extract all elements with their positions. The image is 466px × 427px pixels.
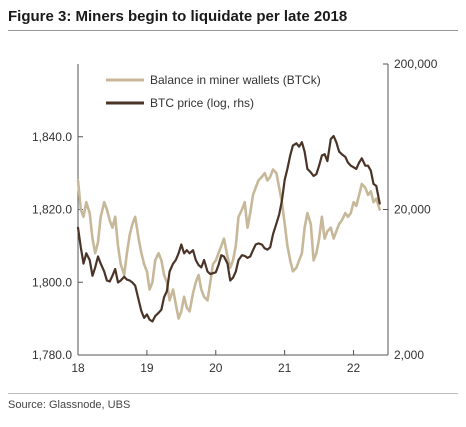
legend-label-balance: Balance in miner wallets (BTCk) <box>150 73 321 87</box>
series-line-balance <box>76 168 382 320</box>
source-divider <box>8 393 458 394</box>
title-divider <box>8 30 458 31</box>
y-right-tick-label: 20,000 <box>394 203 431 217</box>
chart-axes: 1,780.0 1,800.0 1,820.0 1,840.0 2,000 20,000 2… <box>32 57 438 375</box>
x-tick-label: 19 <box>140 361 154 375</box>
plot-area <box>76 134 382 323</box>
y-right-tick-label: 2,000 <box>394 348 424 362</box>
figure-title: Figure 3: Miners begin to liquidate per … <box>8 8 348 25</box>
legend-label-price: BTC price (log, rhs) <box>150 96 254 110</box>
y-left-tick-label: 1,820.0 <box>32 203 72 217</box>
chart-legend: Balance in miner wallets (BTCk) BTC pric… <box>106 73 321 110</box>
x-tick-label: 18 <box>71 361 85 375</box>
series-line-price <box>76 134 381 323</box>
y-left-tick-label: 1,800.0 <box>32 275 72 289</box>
x-tick-label: 21 <box>278 361 292 375</box>
x-tick-label: 20 <box>209 361 223 375</box>
y-left-tick-label: 1,780.0 <box>32 348 72 362</box>
x-tick-label: 22 <box>347 361 361 375</box>
y-right-tick-label: 200,000 <box>394 57 438 71</box>
source-note: Source: Glassnode, UBS <box>8 399 131 411</box>
y-left-tick-label: 1,840.0 <box>32 130 72 144</box>
